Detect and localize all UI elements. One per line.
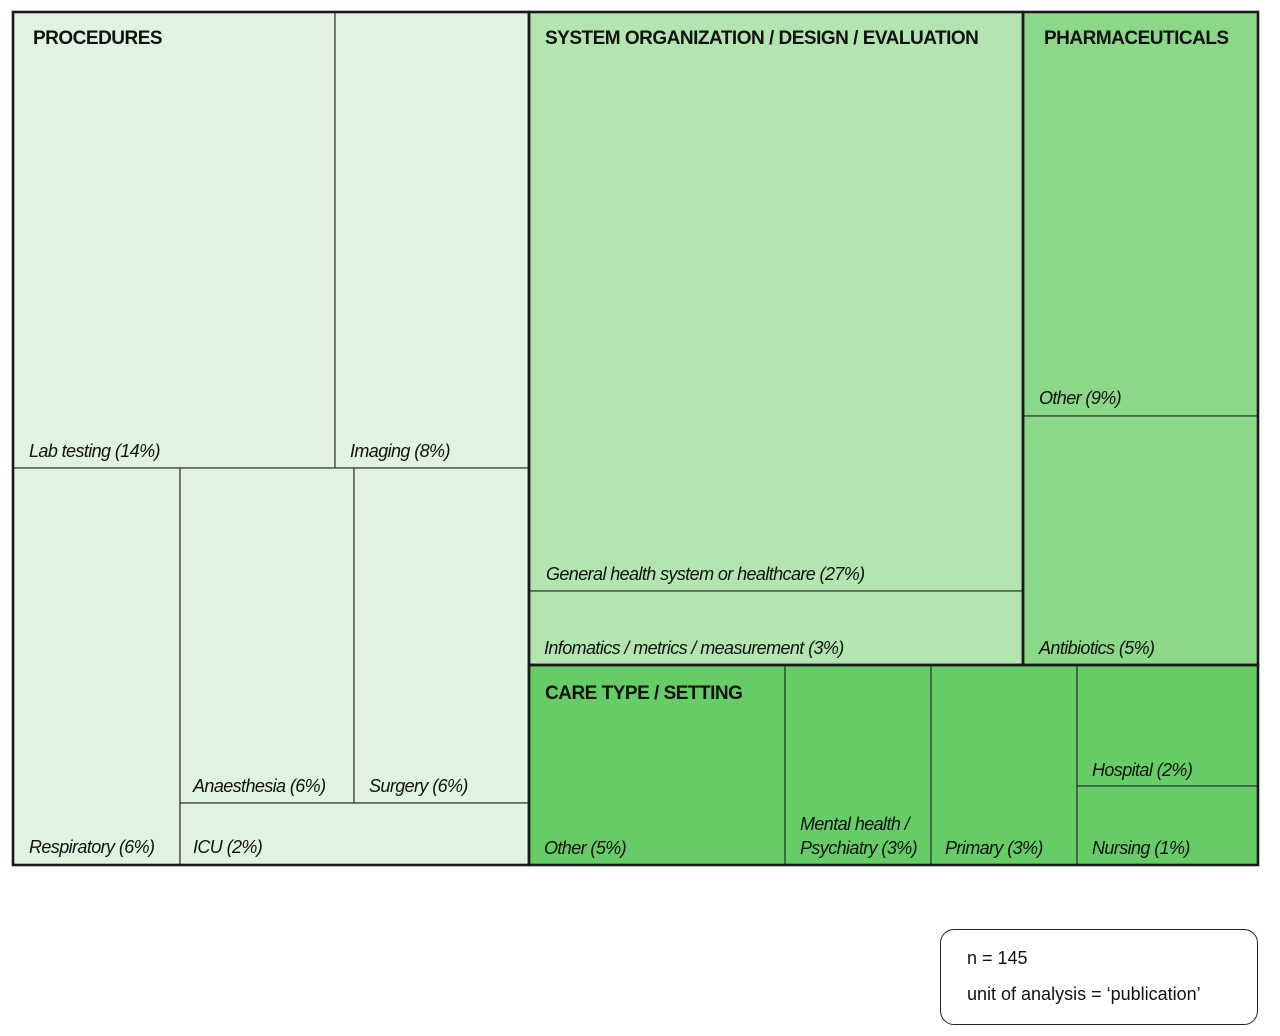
leaf-pharmaceuticals-other-9-rect xyxy=(1022,11,1259,417)
leaf-care-type-setting-primary-3-rect xyxy=(930,664,1078,866)
sample-note-box: n = 145 unit of analysis = ‘publication’ xyxy=(940,929,1258,1025)
leaf-procedures-respiratory-6-rect xyxy=(12,467,181,866)
group-care-type-setting-outline xyxy=(527,663,1260,867)
leaf-label-care-type-setting-mental-health-psychiatry-3: Mental health / Psychiatry (3%) xyxy=(800,814,917,858)
leaf-care-type-setting-hospital-2-rect xyxy=(1076,664,1259,787)
leaf-procedures-imaging-8-rect xyxy=(334,11,530,469)
group-label-care-type-setting: CARE TYPE / SETTING xyxy=(545,683,742,704)
unit-of-analysis-text: unit of analysis = ‘publication’ xyxy=(967,984,1201,1004)
group-label-procedures: PROCEDURES xyxy=(33,28,162,49)
sample-size-text: n = 145 xyxy=(967,948,1028,968)
group-label-system-organization-design-evaluation: SYSTEM ORGANIZATION / DESIGN / EVALUATIO… xyxy=(545,28,978,49)
leaf-procedures-lab-testing-14-rect xyxy=(12,11,336,469)
leaf-label-care-type-setting-nursing-1: Nursing (1%) xyxy=(1092,838,1190,858)
leaf-pharmaceuticals-antibiotics-5-rect xyxy=(1022,415,1259,666)
leaf-label-pharmaceuticals-other-9: Other (9%) xyxy=(1039,388,1121,408)
leaf-system-organization-design-evaluation-infomatics-metrics-measurement-3-rect xyxy=(528,590,1024,666)
leaf-label-procedures-respiratory-6: Respiratory (6%) xyxy=(29,837,154,857)
leaf-label-care-type-setting-hospital-2: Hospital (2%) xyxy=(1092,760,1192,780)
leaf-label-procedures-lab-testing-14: Lab testing (14%) xyxy=(29,441,160,461)
group-label-pharmaceuticals: PHARMACEUTICALS xyxy=(1044,28,1229,49)
leaf-procedures-anaesthesia-6-rect xyxy=(179,467,355,804)
leaf-procedures-surgery-6-rect xyxy=(353,467,530,804)
leaf-label-system-organization-design-evaluation-infomatics-metrics-measurement-3: Infomatics / metrics / measurement (3%) xyxy=(544,638,844,658)
leaf-label-care-type-setting-other-5: Other (5%) xyxy=(544,838,626,858)
leaf-label-care-type-setting-primary-3: Primary (3%) xyxy=(945,838,1043,858)
treemap-chart: Lab testing (14%) Imaging (8%) Respiratory… xyxy=(11,10,1260,867)
leaf-label-pharmaceuticals-antibiotics-5: Antibiotics (5%) xyxy=(1038,638,1154,658)
leaf-care-type-setting-mental-health-psychiatry-3-rect xyxy=(784,664,932,866)
leaf-label-procedures-imaging-8: Imaging (8%) xyxy=(350,441,450,461)
leaf-label-system-organization-design-evaluation-general-health-system-or-healthcare-27: General health system or healthcare (27%… xyxy=(546,564,865,584)
leaf-procedures-icu-2-rect xyxy=(179,802,530,866)
leaf-care-type-setting-nursing-1-rect xyxy=(1076,785,1259,866)
leaf-label-procedures-icu-2: ICU (2%) xyxy=(193,837,262,857)
leaf-label-procedures-surgery-6: Surgery (6%) xyxy=(369,776,468,796)
leaf-system-organization-design-evaluation-general-health-system-or-healthcare-27-rect xyxy=(528,11,1024,592)
leaf-label-procedures-anaesthesia-6: Anaesthesia (6%) xyxy=(192,776,325,796)
